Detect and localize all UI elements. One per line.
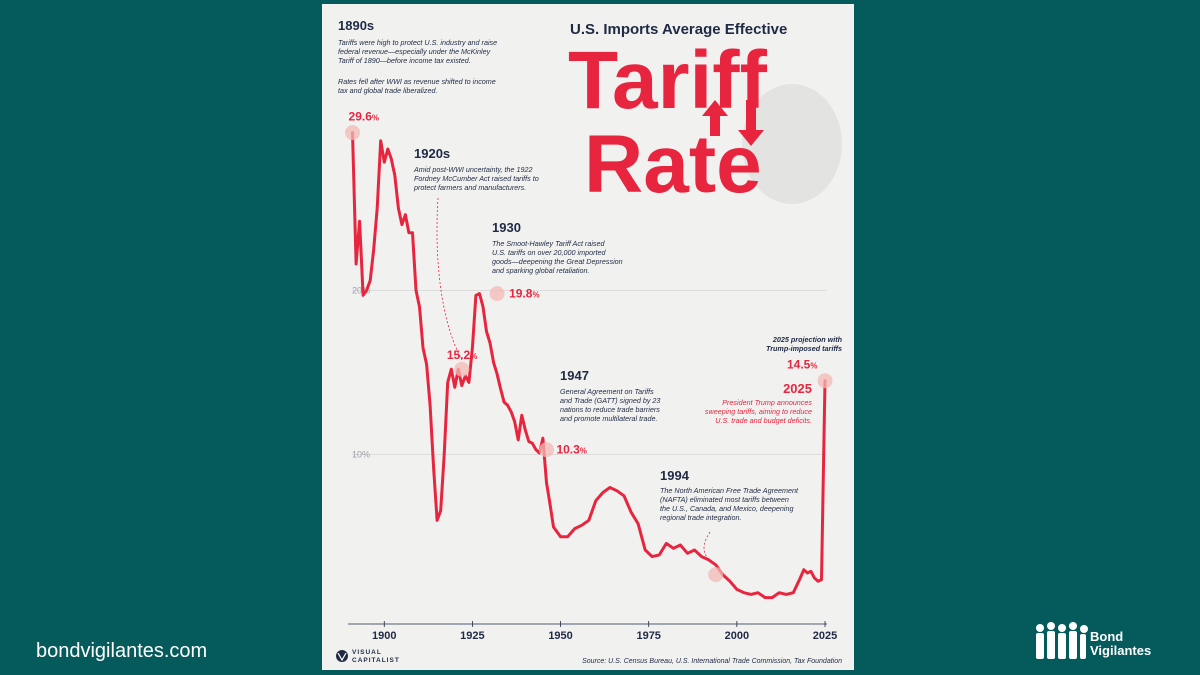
annotation-1947-heading: 1947 [560, 368, 589, 383]
highlight-unit-2025: % [810, 362, 817, 371]
background-silhouette [742, 84, 842, 204]
up-arrow-icon [702, 100, 728, 136]
annotation-1890s-line3: Tariff of 1890—before income tax existed… [338, 56, 471, 65]
site-url: bondvigilantes.com [36, 640, 208, 662]
brand-line1: Bond [1090, 629, 1124, 644]
bond-vigilantes-logo-icon [1036, 622, 1088, 659]
tariff-arrows [702, 100, 764, 146]
highlight-label-1932: 19.8% [509, 287, 539, 301]
annotation-1890s-line5: tax and global trade liberalized. [338, 86, 438, 95]
annotation-1947-line4: and promote multilateral trade. [560, 414, 657, 423]
annotation-1920s-arrow [436, 197, 463, 361]
bond-vigilantes-brand: Bond Vigilantes [1090, 630, 1151, 658]
highlight-dot-2025 [817, 373, 833, 389]
grid-layer: 20% 10% [348, 285, 827, 625]
annotation-1890s: 1890s Tariffs were high to protect U.S. … [338, 18, 497, 95]
annotation-1930-line3: goods—deepening the Great Depression [492, 257, 623, 266]
highlight-label-1891: 29.6% [349, 110, 379, 124]
annotation-2025-projection-line1: 2025 projection with [772, 335, 843, 344]
annotation-1994-line1: The North American Free Trade Agreement [660, 486, 799, 495]
tariff-rate-line [351, 131, 827, 600]
annotation-2025-projection-line2: Trump-imposed tariffs [766, 344, 842, 353]
annotation-1994-arrow [703, 531, 711, 561]
title-rate: Rate [584, 119, 762, 210]
annotation-1947-line1: General Agreement on Tariffs [560, 387, 654, 396]
annotation-2025-heading: 2025 [783, 381, 812, 396]
highlight-unit-1932: % [532, 291, 539, 300]
highlight-dot-1994 [708, 567, 724, 583]
annotation-1920s-line2: Fordney McCumber Act raised tariffs to [414, 174, 539, 183]
annotation-1920s: 1920s Amid post-WWI uncertainty, the 192… [413, 146, 539, 361]
annotation-1994-heading: 1994 [660, 468, 690, 483]
title-tariff: Tariff [568, 35, 768, 126]
annotation-1920s-line1: Amid post-WWI uncertainty, the 1922 [413, 165, 533, 174]
logo-text-line2: CAPITALIST [352, 657, 400, 664]
brand-line2: Vigilantes [1090, 643, 1152, 658]
annotation-1947-line2: and Trade (GATT) signed by 23 [560, 396, 660, 405]
highlight-label-2025: 14.5% [787, 358, 817, 372]
y-tick-label-20: 20% [352, 285, 370, 295]
annotation-1994-line4: regional trade integration. [660, 513, 742, 522]
highlight-dot-1922 [454, 361, 470, 377]
highlight-unit-1922: % [470, 352, 477, 361]
annotation-1930: 1930 The Smoot-Hawley Tariff Act raised … [492, 220, 623, 275]
annotation-2025-line2: sweeping tariffs, aiming to reduce [705, 407, 812, 416]
annotation-1947-line3: nations to reduce trade barriers [560, 405, 660, 414]
highlight-label-1946: 10.3% [556, 443, 586, 457]
x-axis-ticks: 1900 1925 1950 1975 2000 2025 [372, 621, 837, 642]
visual-capitalist-logo: VISUAL CAPITALIST [336, 649, 400, 664]
annotation-1994: 1994 The North American Free Trade Agree… [660, 468, 799, 561]
logo-text-line1: VISUAL [352, 649, 382, 656]
highlight-label-1922: 15.2% [447, 348, 477, 362]
x-tick-label-1900: 1900 [372, 630, 396, 642]
source-note: Source: U.S. Census Bureau, U.S. Interna… [582, 658, 842, 665]
annotation-1920s-heading: 1920s [414, 146, 450, 161]
visual-capitalist-logo-icon [336, 650, 348, 662]
x-tick-label-1925: 1925 [460, 630, 484, 642]
annotation-1890s-line2: federal revenue—especially under the McK… [338, 47, 491, 56]
annotation-1890s-line1: Tariffs were high to protect U.S. indust… [338, 38, 497, 47]
annotation-2025-line1: President Trump announces [722, 398, 812, 407]
highlight-dot-1946 [538, 442, 554, 458]
annotation-1947: 1947 General Agreement on Tariffs and Tr… [560, 368, 660, 423]
highlight-unit-1946: % [580, 447, 587, 456]
annotation-2025-line3: U.S. trade and budget deficits. [715, 416, 812, 425]
x-tick-label-1975: 1975 [636, 630, 660, 642]
y-tick-label-10: 10% [352, 450, 370, 460]
annotation-1994-line3: the U.S., Canada, and Mexico, deepening [660, 504, 793, 513]
highlight-unit-1891: % [372, 114, 379, 123]
highlight-dot-1891 [345, 125, 361, 141]
infographic-poster: U.S. Imports Average Effective Tariff Ra… [322, 4, 854, 670]
down-arrow-icon [738, 100, 764, 146]
annotation-2025: 2025 projection with Trump-imposed tarif… [705, 335, 843, 425]
annotation-1930-line2: U.S. tariffs on over 20,000 imported [492, 248, 606, 257]
annotation-1930-line4: and sparking global retaliation. [492, 266, 590, 275]
annotation-1930-line1: The Smoot-Hawley Tariff Act raised [492, 239, 606, 248]
title-line1: U.S. Imports Average Effective [570, 21, 787, 38]
x-tick-label-2025: 2025 [813, 630, 837, 642]
x-tick-label-1950: 1950 [548, 630, 572, 642]
annotation-1890s-line4: Rates fell after WWI as revenue shifted … [338, 77, 496, 86]
visual-capitalist-logo-mark [337, 652, 347, 662]
x-tick-label-2000: 2000 [725, 630, 749, 642]
tariff-chart: U.S. Imports Average Effective Tariff Ra… [336, 18, 843, 665]
annotation-1994-line2: (NAFTA) eliminated most tariffs between [660, 495, 789, 504]
highlight-layer: 29.6% 15.2% 19.8% 10.3% 14.5% [345, 110, 833, 583]
annotation-1930-heading: 1930 [492, 220, 521, 235]
highlight-dot-1932 [489, 286, 505, 302]
annotation-1890s-heading: 1890s [338, 18, 374, 33]
annotation-1920s-line3: protect farmers and manufacturers. [413, 183, 526, 192]
